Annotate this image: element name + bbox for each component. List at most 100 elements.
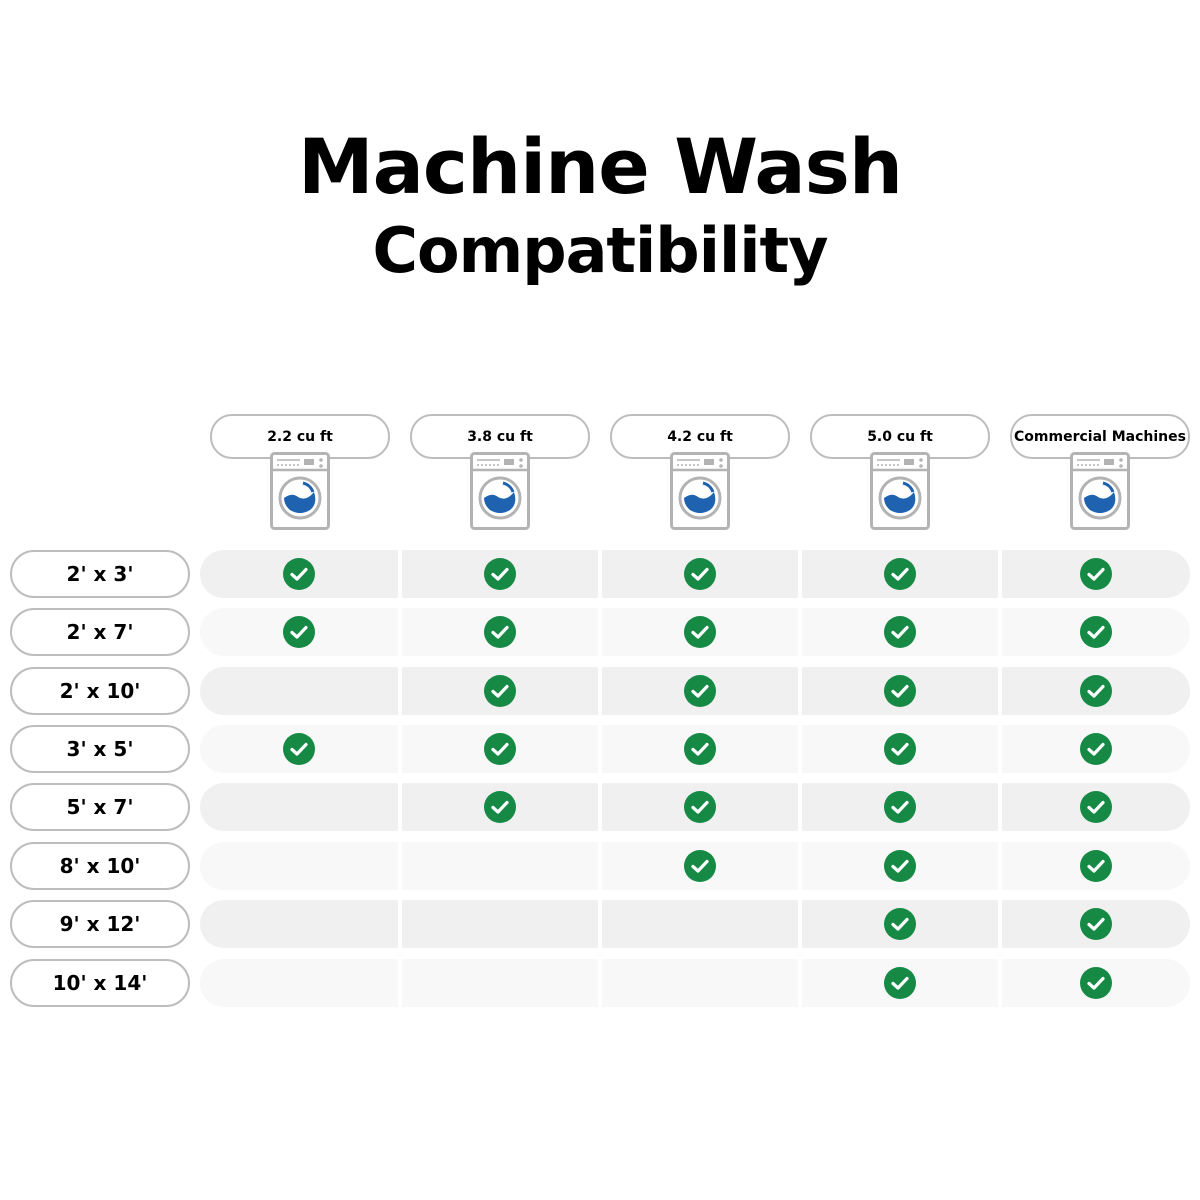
table-cell (200, 550, 398, 598)
row-label: 10' x 14' (10, 959, 190, 1007)
check-circle-icon (884, 733, 916, 765)
check-circle-icon (884, 616, 916, 648)
row-label: 2' x 7' (10, 608, 190, 656)
column-header: 3.8 cu ft (400, 414, 600, 534)
table-cell (200, 959, 398, 1007)
table-cell (602, 900, 798, 948)
table-row: 9' x 12' (0, 900, 1200, 948)
table-cell (602, 783, 798, 831)
table-cell (200, 725, 398, 773)
check-circle-icon (684, 791, 716, 823)
table-cell (402, 550, 598, 598)
check-circle-icon (283, 616, 315, 648)
check-circle-icon (283, 558, 315, 590)
table-cell (602, 550, 798, 598)
check-circle-icon (484, 616, 516, 648)
table-row: 10' x 14' (0, 959, 1200, 1007)
title-line-1: Machine Wash (298, 122, 903, 211)
check-circle-icon (1080, 850, 1112, 882)
table-cell (802, 725, 998, 773)
table-row: 2' x 7' (0, 608, 1200, 656)
washing-machine-icon (670, 452, 730, 530)
table-cell (1002, 959, 1190, 1007)
table-cell (402, 783, 598, 831)
check-circle-icon (1080, 675, 1112, 707)
table-row: 5' x 7' (0, 783, 1200, 831)
check-circle-icon (884, 908, 916, 940)
table-cell (1002, 667, 1190, 715)
check-circle-icon (484, 675, 516, 707)
row-label: 2' x 3' (10, 550, 190, 598)
row-label: 3' x 5' (10, 725, 190, 773)
table-cell (602, 608, 798, 656)
check-circle-icon (1080, 791, 1112, 823)
table-cell (200, 900, 398, 948)
table-cell (802, 783, 998, 831)
check-circle-icon (1080, 616, 1112, 648)
washing-machine-icon (470, 452, 530, 530)
washing-machine-icon (1070, 452, 1130, 530)
check-circle-icon (684, 675, 716, 707)
row-label: 9' x 12' (10, 900, 190, 948)
table-cell (602, 959, 798, 1007)
column-label: 3.8 cu ft (410, 414, 590, 459)
table-cell (1002, 783, 1190, 831)
check-circle-icon (884, 675, 916, 707)
check-circle-icon (1080, 908, 1112, 940)
column-label: Commercial Machines (1010, 414, 1190, 459)
table-cell (602, 842, 798, 890)
table-cell (200, 608, 398, 656)
check-circle-icon (484, 558, 516, 590)
table-cell (802, 842, 998, 890)
check-circle-icon (1080, 558, 1112, 590)
check-circle-icon (283, 733, 315, 765)
column-header: Commercial Machines (1000, 414, 1200, 534)
table-cell (802, 667, 998, 715)
table-cell (200, 842, 398, 890)
column-header: 5.0 cu ft (800, 414, 1000, 534)
table-row: 2' x 10' (0, 667, 1200, 715)
row-label: 2' x 10' (10, 667, 190, 715)
table-cell (1002, 842, 1190, 890)
table-row: 8' x 10' (0, 842, 1200, 890)
table-cell (602, 725, 798, 773)
check-circle-icon (684, 616, 716, 648)
table-cell (402, 842, 598, 890)
check-circle-icon (1080, 733, 1112, 765)
table-cell (802, 608, 998, 656)
washing-machine-icon (270, 452, 330, 530)
check-circle-icon (884, 558, 916, 590)
table-cell (200, 783, 398, 831)
check-circle-icon (1080, 967, 1112, 999)
table-cell (802, 959, 998, 1007)
table-cell (1002, 900, 1190, 948)
column-label: 5.0 cu ft (810, 414, 990, 459)
check-circle-icon (684, 850, 716, 882)
table-cell (200, 667, 398, 715)
column-label: 2.2 cu ft (210, 414, 390, 459)
table-row: 2' x 3' (0, 550, 1200, 598)
table-cell (802, 900, 998, 948)
table-cell (402, 900, 598, 948)
table-cell (1002, 725, 1190, 773)
check-circle-icon (684, 733, 716, 765)
row-label: 5' x 7' (10, 783, 190, 831)
check-circle-icon (684, 558, 716, 590)
table-cell (402, 667, 598, 715)
row-label: 8' x 10' (10, 842, 190, 890)
check-circle-icon (884, 850, 916, 882)
check-circle-icon (484, 733, 516, 765)
table-cell (602, 667, 798, 715)
check-circle-icon (884, 791, 916, 823)
column-header: 2.2 cu ft (200, 414, 400, 534)
table-cell (1002, 550, 1190, 598)
check-circle-icon (484, 791, 516, 823)
title-line-2: Compatibility (372, 214, 829, 287)
table-cell (802, 550, 998, 598)
column-header: 4.2 cu ft (600, 414, 800, 534)
table-row: 3' x 5' (0, 725, 1200, 773)
table-cell (1002, 608, 1190, 656)
washing-machine-icon (870, 452, 930, 530)
table-cell (402, 959, 598, 1007)
table-cell (402, 608, 598, 656)
